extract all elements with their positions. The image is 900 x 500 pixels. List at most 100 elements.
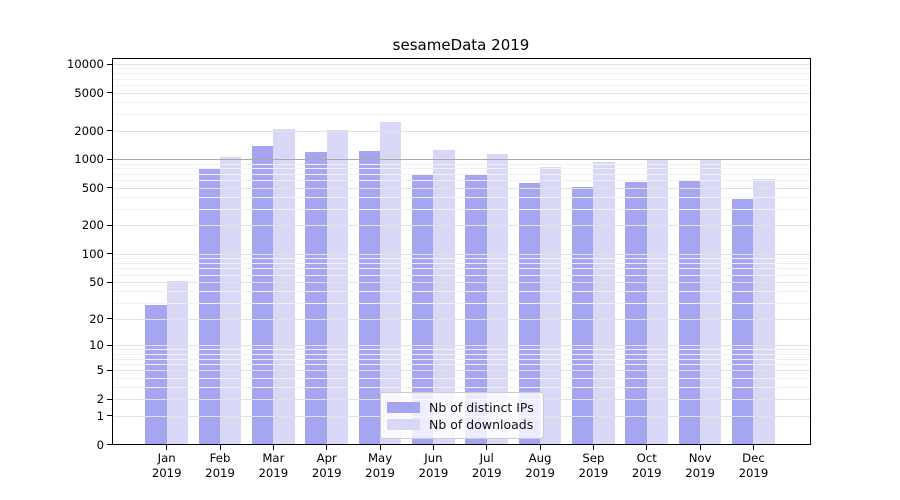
bar-downloads-aug: [540, 166, 562, 445]
x-tick-label-may: May 2019: [365, 451, 395, 480]
gridline-minor: [112, 163, 811, 165]
y-tick-mark: [107, 318, 112, 320]
y-tick-mark: [107, 63, 112, 65]
gridline-major: [112, 187, 811, 189]
y-tick-label: 500: [81, 180, 104, 195]
gridline-minor: [112, 168, 811, 170]
y-tick-mark: [107, 415, 112, 417]
y-tick-label: 100: [81, 246, 104, 261]
legend-swatch-downloads: [387, 418, 420, 430]
x-tick-label-nov: Nov 2019: [685, 451, 715, 480]
legend-item-distinct-ips: Nb of distinct IPs: [387, 399, 537, 415]
gridline-major: [112, 92, 811, 94]
gridline-minor: [112, 302, 811, 304]
y-tick-label: 50: [89, 275, 104, 290]
gridline-minor: [112, 85, 811, 87]
bar-downloads-jan: [166, 281, 188, 445]
y-tick-mark: [107, 187, 112, 189]
gridline-minor: [112, 387, 811, 389]
x-tick-mark: [486, 445, 488, 450]
x-tick-mark: [166, 445, 168, 450]
bar-distinct-ips-feb: [198, 168, 221, 445]
gridline-minor: [112, 113, 811, 115]
y-tick-label: 1: [96, 408, 104, 423]
y-tick-label: 5000: [74, 85, 104, 100]
gridline-minor: [112, 73, 811, 75]
gridline-minor: [112, 358, 811, 360]
x-tick-label-mar: Mar 2019: [258, 451, 289, 480]
gridline-major: [112, 282, 811, 284]
x-tick-mark: [272, 445, 274, 450]
gridline-major: [112, 64, 811, 66]
y-tick-label: 2000: [74, 123, 104, 138]
legend-item-downloads: Nb of downloads: [387, 416, 537, 432]
bar-downloads-may: [380, 122, 402, 445]
bar-distinct-ips-jun: [412, 174, 434, 445]
legend-label-distinct-ips: Nb of distinct IPs: [429, 399, 534, 415]
gridline-minor: [112, 263, 811, 264]
plot-area: [112, 58, 811, 445]
x-tick-label-jul: Jul 2019: [471, 451, 502, 480]
legend-label-downloads: Nb of downloads: [429, 416, 534, 432]
x-tick-mark: [539, 445, 541, 450]
x-tick-label-sep: Sep 2019: [578, 451, 609, 480]
gridline-minor: [112, 349, 811, 351]
y-tick-label: 200: [81, 218, 104, 233]
bar-distinct-ips-dec: [732, 198, 754, 445]
y-tick-mark: [107, 92, 112, 94]
x-tick-label-oct: Oct 2019: [631, 451, 662, 480]
x-tick-mark: [699, 445, 701, 450]
x-tick-label-jan: Jan 2019: [151, 451, 182, 480]
gridline-minor: [112, 196, 811, 198]
bar-distinct-ips-sep: [572, 187, 594, 445]
bar-distinct-ips-jan: [145, 305, 167, 445]
x-tick-label-jun: Jun 2019: [418, 451, 449, 480]
x-tick-mark: [379, 445, 381, 450]
gridline-minor: [112, 101, 811, 103]
x-tick-label-aug: Aug 2019: [525, 451, 555, 480]
y-tick-label: 0: [96, 437, 104, 452]
chart-title: sesameData 2019: [392, 36, 530, 54]
y-tick-mark: [107, 398, 112, 400]
bar-distinct-ips-aug: [518, 183, 541, 445]
bar-distinct-ips-jul: [465, 174, 487, 445]
y-tick-mark: [107, 369, 112, 371]
x-tick-label-feb: Feb 2019: [205, 451, 235, 480]
x-tick-mark: [592, 445, 594, 450]
y-tick-label: 20: [89, 311, 104, 326]
x-tick-label-dec: Dec 2019: [738, 451, 769, 480]
gridline-minor: [112, 353, 811, 355]
gridline-major: [112, 253, 811, 255]
gridlines-layer: [112, 58, 811, 445]
gridline-major: [112, 225, 811, 227]
bar-distinct-ips-mar: [252, 146, 274, 445]
gridline-minor: [112, 268, 811, 270]
bar-downloads-mar: [273, 128, 295, 445]
gridline-minor: [112, 258, 811, 260]
gridline-minor: [112, 274, 811, 276]
x-tick-label-apr: Apr 2019: [311, 451, 342, 480]
gridline-minor: [112, 173, 811, 175]
gridline-minor: [112, 180, 811, 182]
bar-downloads-jul: [486, 154, 509, 445]
y-tick-mark: [107, 130, 112, 132]
y-tick-label: 10: [89, 338, 104, 353]
y-tick-label: 10000: [66, 57, 104, 72]
legend-swatch-distinct-ips: [387, 401, 420, 413]
x-tick-mark: [432, 445, 434, 450]
gridline-minor: [112, 364, 811, 366]
legend: Nb of distinct IPs Nb of downloads: [380, 392, 544, 439]
gridline-major: [112, 318, 811, 320]
bars-layer: [112, 58, 811, 445]
gridline-major: [112, 130, 811, 132]
y-tick-mark: [107, 224, 112, 226]
gridline-minor: [112, 378, 811, 380]
y-tick-label: 1000: [74, 152, 104, 167]
x-tick-mark: [326, 445, 328, 450]
y-tick-label: 5: [96, 363, 104, 378]
x-tick-mark: [752, 445, 754, 450]
y-tick-mark: [107, 253, 112, 255]
gridline-minor: [112, 78, 811, 80]
bar-downloads-nov: [700, 158, 722, 445]
